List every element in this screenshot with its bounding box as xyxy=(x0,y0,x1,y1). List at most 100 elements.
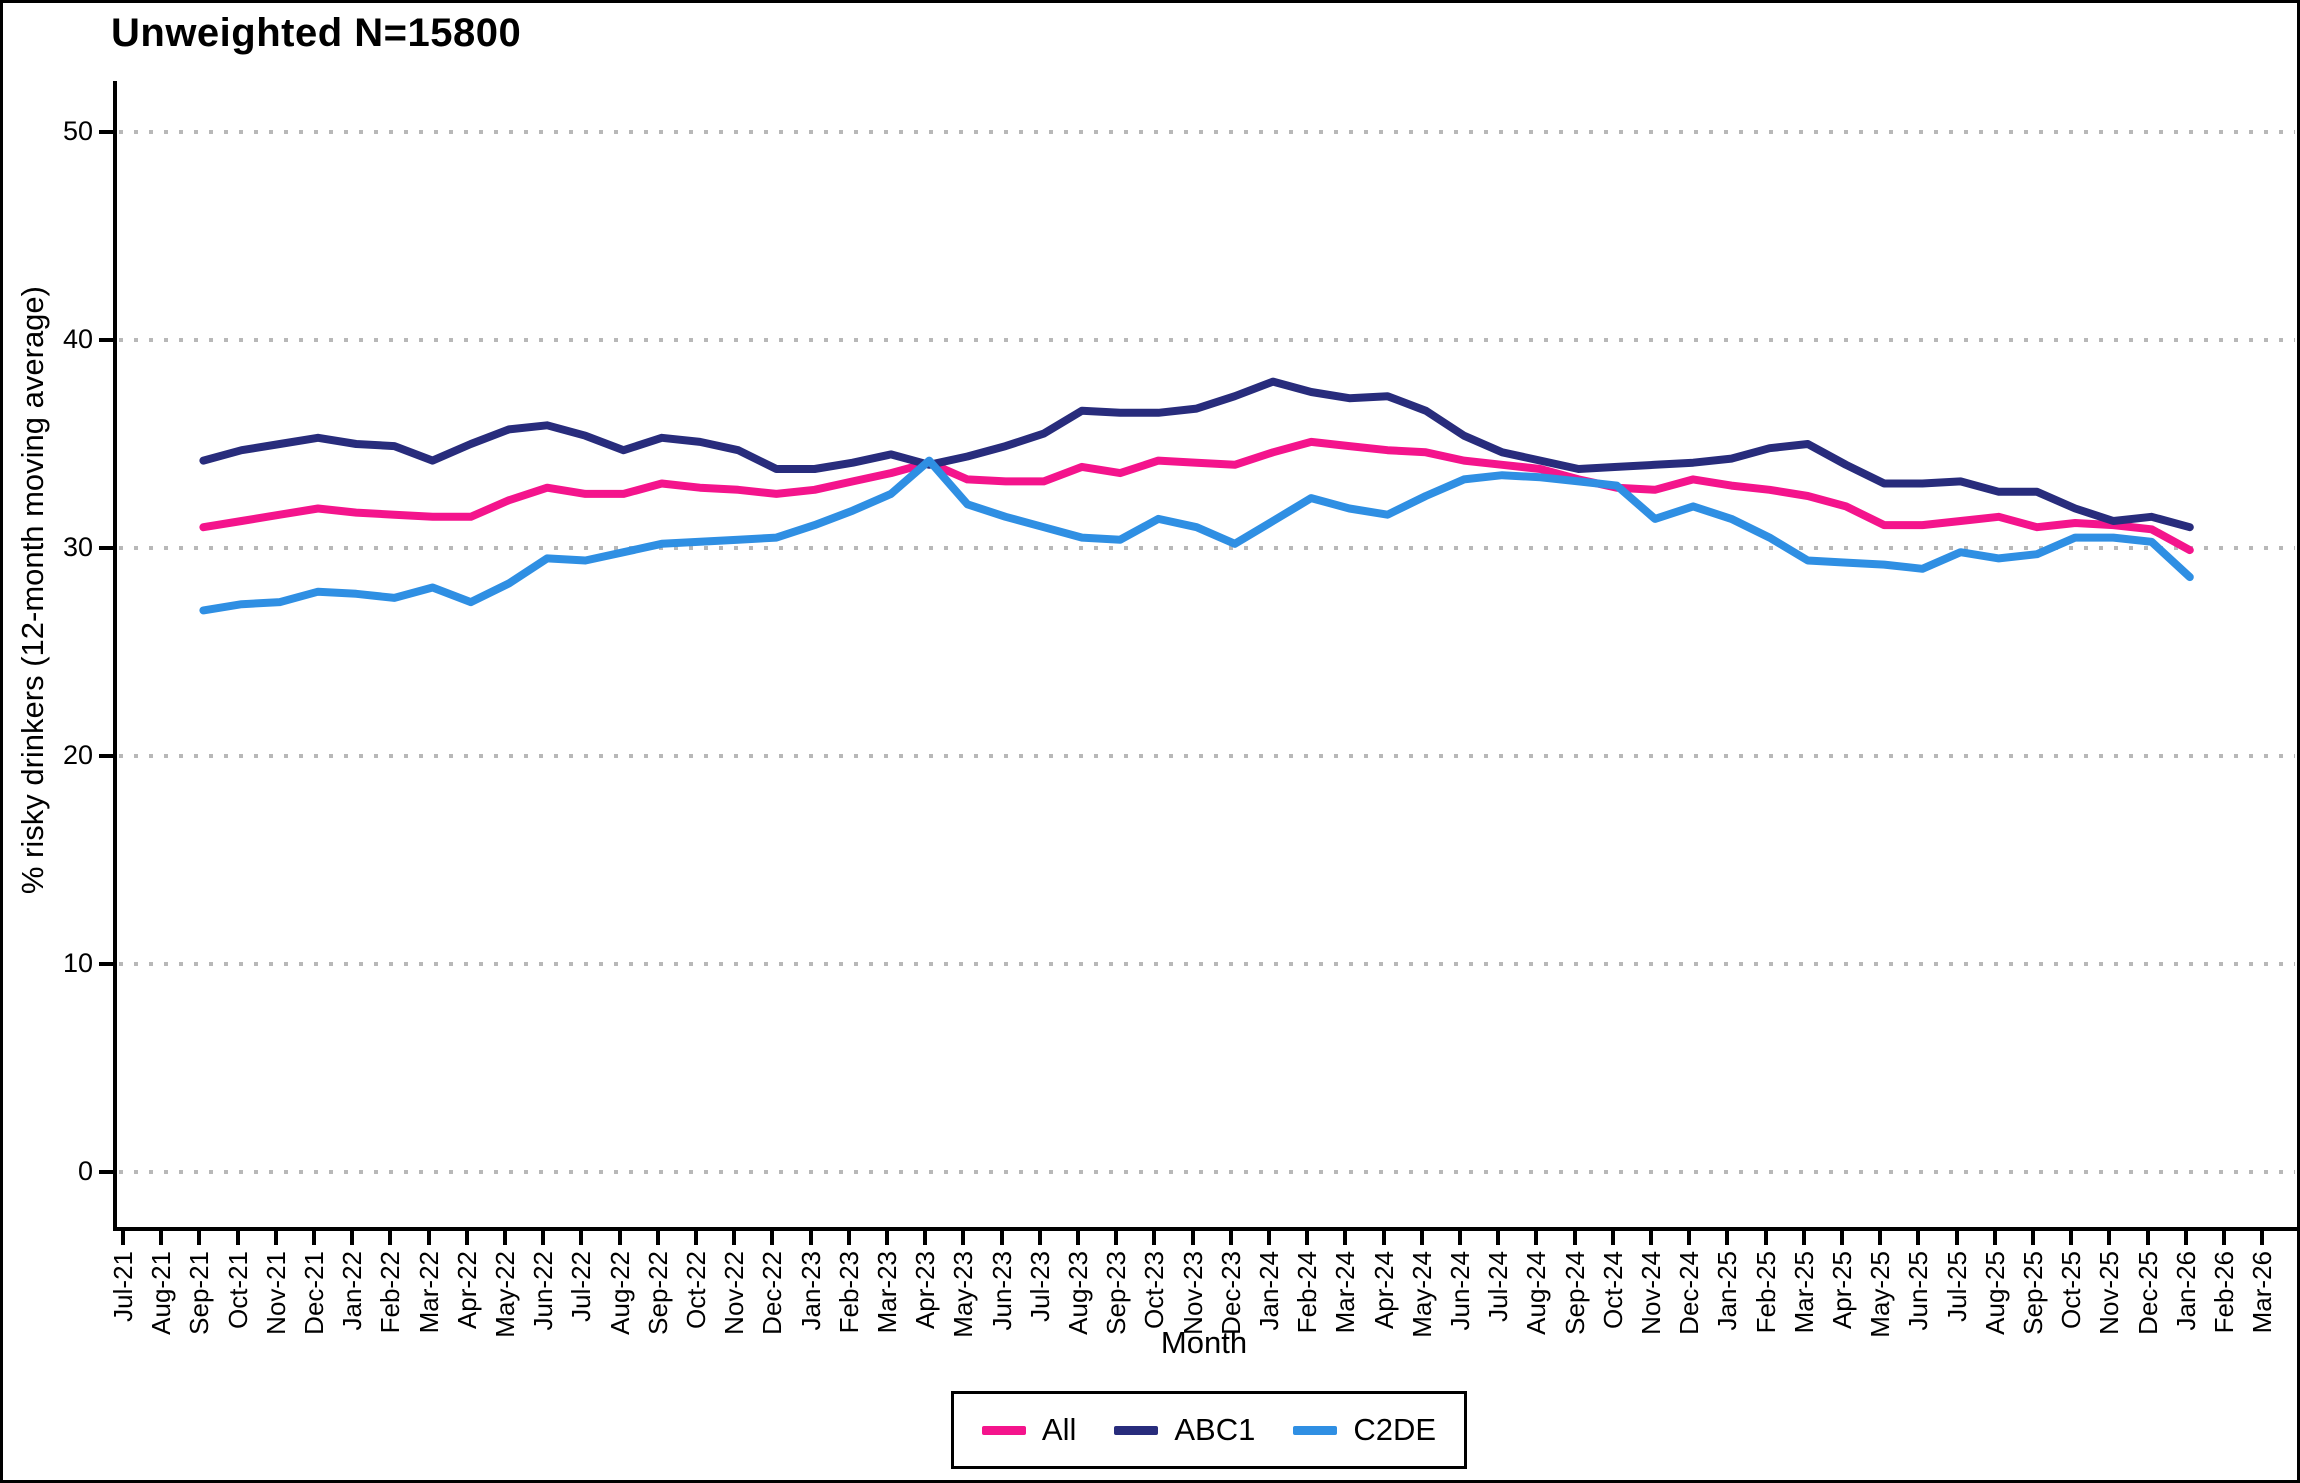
x-tick-label: Dec-23 xyxy=(1215,1251,1246,1335)
x-tick xyxy=(350,1229,355,1245)
x-tick xyxy=(923,1229,928,1245)
x-tick-label: Feb-26 xyxy=(2209,1251,2239,1334)
x-tick xyxy=(1954,1229,1959,1245)
line-all xyxy=(199,437,2194,555)
x-tick xyxy=(1305,1229,1310,1245)
x-tick-label: Dec-24 xyxy=(1674,1251,1705,1335)
x-tick xyxy=(655,1229,660,1245)
x-tick xyxy=(312,1229,316,1245)
x-tick-label: Sep-23 xyxy=(1101,1251,1132,1335)
x-tick xyxy=(2183,1229,2188,1245)
x-tick-label: Jun-22 xyxy=(528,1251,559,1331)
x-tick xyxy=(388,1229,393,1245)
x-tick xyxy=(1534,1229,1539,1245)
x-tick xyxy=(1267,1229,1271,1245)
x-axis-title: Month xyxy=(1160,1325,1248,1360)
y-tick-50 xyxy=(99,130,114,134)
x-tick-label: Sep-21 xyxy=(184,1251,215,1335)
x-tick xyxy=(617,1229,622,1245)
gridline-y-40 xyxy=(119,338,2295,342)
x-tick-label: May-22 xyxy=(490,1251,520,1338)
x-tick xyxy=(1343,1229,1348,1245)
x-tick xyxy=(197,1229,202,1245)
x-tick-label: Apr-22 xyxy=(451,1251,482,1330)
y-tick-label: 10 xyxy=(62,948,93,978)
x-tick-label: Jan-26 xyxy=(2170,1251,2201,1331)
x-tick xyxy=(770,1229,775,1245)
y-tick-label: 0 xyxy=(77,1156,93,1186)
legend-dash-c2de xyxy=(1293,1425,1338,1435)
x-tick-label: Jan-24 xyxy=(1254,1251,1284,1331)
x-tick xyxy=(885,1229,889,1245)
gridline-y-50 xyxy=(119,130,2295,134)
x-tick-label: Jun-25 xyxy=(1903,1251,1934,1331)
x-tick-label: Sep-25 xyxy=(2018,1251,2048,1335)
x-tick-label: Jan-22 xyxy=(337,1251,368,1331)
x-tick xyxy=(1916,1229,1921,1245)
x-tick-label: Mar-25 xyxy=(1788,1251,1819,1334)
x-tick-label: Apr-25 xyxy=(1827,1251,1857,1330)
y-tick-30 xyxy=(99,546,114,550)
plot-area xyxy=(113,81,2297,1231)
chart-title: Unweighted N=15800 xyxy=(111,11,522,55)
legend: All ABC1 C2DE xyxy=(951,1391,1467,1469)
y-axis-title: % risky drinkers (12-month moving averag… xyxy=(15,286,50,895)
y-tick-40 xyxy=(99,338,114,342)
x-tick-label: Nov-22 xyxy=(719,1251,750,1335)
x-tick xyxy=(1878,1229,1883,1245)
legend-dash-all xyxy=(981,1425,1026,1435)
x-tick-label: Jul-24 xyxy=(1483,1251,1514,1322)
x-tick xyxy=(1992,1229,1997,1245)
x-tick xyxy=(1419,1229,1424,1245)
x-tick-label: Dec-22 xyxy=(757,1251,788,1335)
x-tick xyxy=(2260,1229,2265,1245)
x-tick-label: Feb-24 xyxy=(1292,1251,1323,1334)
x-tick xyxy=(1687,1229,1692,1245)
y-tick-label: 30 xyxy=(62,532,93,562)
x-tick-label: Dec-25 xyxy=(2132,1251,2163,1335)
y-tick-20 xyxy=(99,754,114,758)
x-tick-label: Dec-21 xyxy=(299,1251,329,1335)
x-tick xyxy=(1228,1229,1233,1245)
x-tick-label: Oct-24 xyxy=(1597,1251,1628,1330)
x-tick xyxy=(2145,1229,2150,1245)
x-tick-label: Nov-25 xyxy=(2094,1251,2125,1335)
x-tick-label: Apr-23 xyxy=(910,1251,941,1330)
x-tick-label: Jul-21 xyxy=(108,1251,138,1322)
x-tick xyxy=(846,1229,851,1245)
x-tick-label: Jul-22 xyxy=(566,1251,597,1322)
x-tick xyxy=(1190,1229,1195,1245)
x-tick xyxy=(1801,1229,1806,1245)
gridline-y-20 xyxy=(119,754,2295,758)
legend-item-abc1: ABC1 xyxy=(1114,1412,1255,1448)
y-tick-label: 50 xyxy=(62,116,93,146)
x-tick xyxy=(2069,1229,2074,1245)
x-tick-label: Mar-26 xyxy=(2247,1251,2278,1334)
x-tick-label: Mar-22 xyxy=(413,1251,444,1334)
x-tick xyxy=(1037,1229,1042,1245)
x-tick xyxy=(1114,1229,1119,1245)
x-tick xyxy=(235,1229,240,1245)
x-tick-label: Jun-24 xyxy=(1445,1251,1475,1331)
x-tick-label: Jul-23 xyxy=(1024,1251,1055,1322)
x-tick xyxy=(464,1229,469,1245)
x-tick xyxy=(1649,1229,1653,1245)
x-tick-label: Nov-23 xyxy=(1177,1251,1208,1335)
legend-item-c2de: C2DE xyxy=(1293,1412,1436,1448)
x-tick xyxy=(1840,1229,1844,1245)
x-tick-label: Aug-24 xyxy=(1521,1251,1552,1335)
x-tick xyxy=(1725,1229,1730,1245)
x-tick xyxy=(1572,1229,1577,1245)
legend-label: All xyxy=(1041,1412,1077,1447)
gridline-y-0 xyxy=(119,1170,2295,1174)
x-tick xyxy=(2222,1229,2226,1245)
x-tick xyxy=(1076,1229,1080,1245)
x-tick-label: May-25 xyxy=(1865,1251,1896,1338)
x-tick-label: Oct-21 xyxy=(222,1251,253,1330)
legend-label: C2DE xyxy=(1353,1412,1437,1447)
x-tick xyxy=(273,1229,278,1245)
x-tick xyxy=(1152,1229,1157,1245)
x-tick-label: Aug-25 xyxy=(1979,1251,2010,1335)
x-tick-label: Oct-23 xyxy=(1139,1251,1170,1330)
